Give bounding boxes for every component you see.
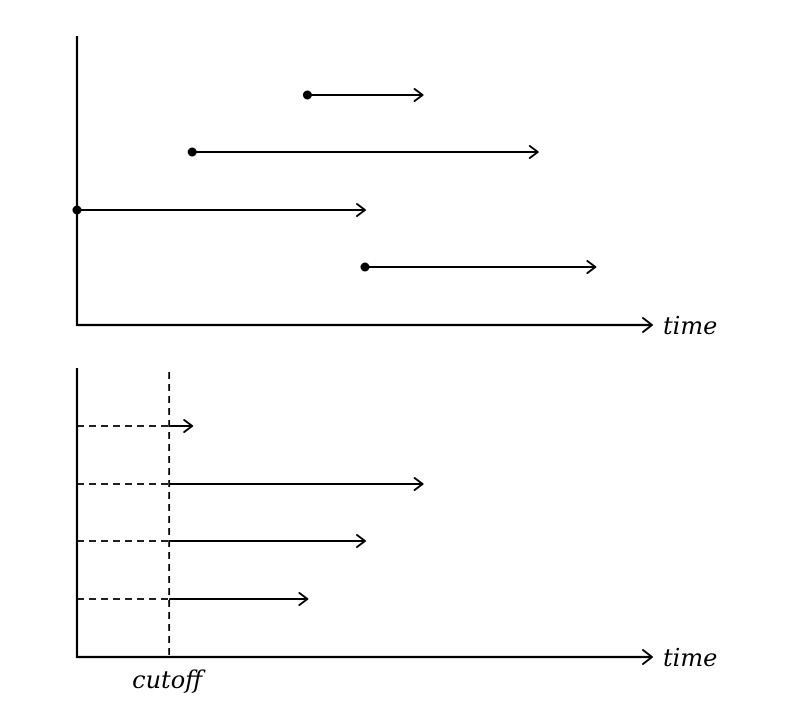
interval-arrowhead <box>528 145 539 159</box>
top-interval <box>302 88 424 102</box>
interval-arrowhead <box>356 534 366 548</box>
interval-start-dot <box>302 90 312 100</box>
bottom-interval <box>77 419 194 433</box>
interval-start-dot <box>360 262 370 272</box>
interval-arrowhead <box>183 419 194 433</box>
bottom-intervals <box>77 419 424 606</box>
bottom-x-axis-label: time <box>663 644 717 672</box>
top-panel: time <box>72 36 717 340</box>
bottom-panel: time cutoff <box>75 368 717 694</box>
cutoff-label: cutoff <box>132 666 206 694</box>
top-x-axis-label: time <box>663 312 717 340</box>
bottom-interval <box>77 477 424 491</box>
top-interval <box>72 203 366 217</box>
top-x-axis-arrowhead <box>642 317 653 333</box>
interval-arrowhead <box>356 203 366 217</box>
interval-arrowhead <box>413 477 424 491</box>
interval-arrowhead <box>298 592 309 606</box>
top-interval <box>360 260 597 274</box>
top-interval <box>187 145 539 159</box>
bottom-x-axis-arrowhead <box>642 649 653 665</box>
interval-arrowhead <box>413 88 424 102</box>
interval-start-dot <box>72 205 82 215</box>
top-intervals <box>72 88 597 274</box>
interval-start-dot <box>187 147 197 157</box>
bottom-interval <box>77 592 309 606</box>
interval-arrowhead <box>586 260 597 274</box>
bottom-interval <box>77 534 366 548</box>
